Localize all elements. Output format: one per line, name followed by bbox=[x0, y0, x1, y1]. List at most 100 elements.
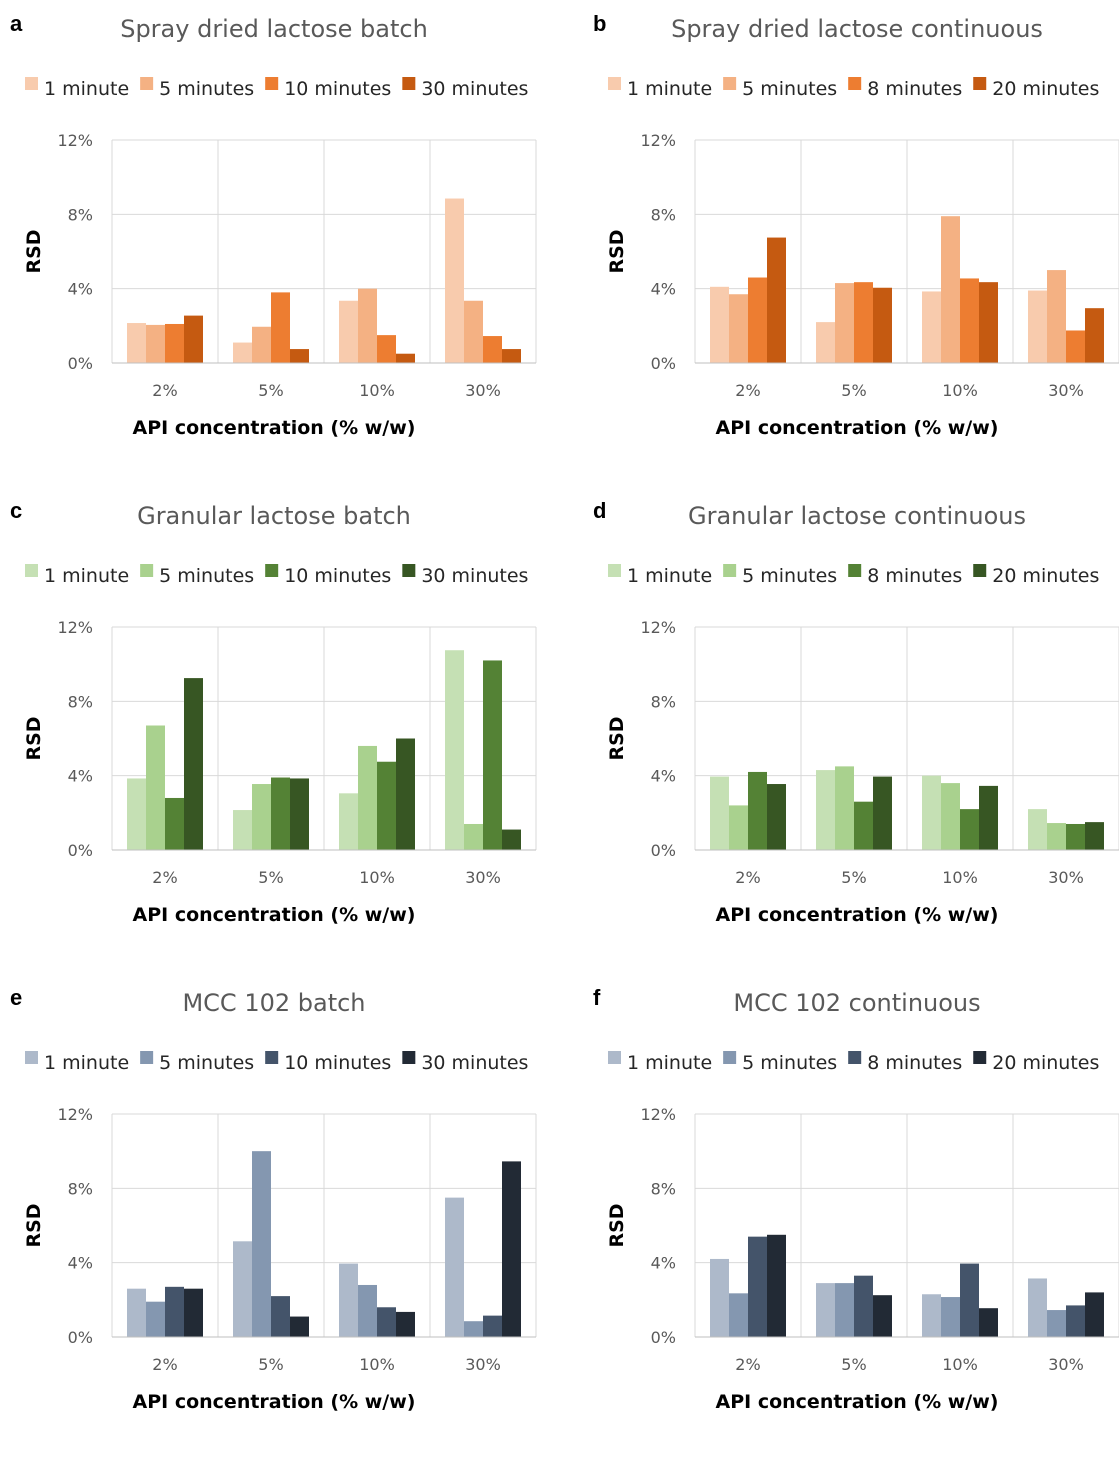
bar bbox=[290, 1316, 309, 1337]
y-tick-label: 4% bbox=[651, 1254, 676, 1273]
bar bbox=[271, 1296, 290, 1337]
x-tick-label: 10% bbox=[359, 868, 395, 887]
chart-title: Granular lactose continuous bbox=[688, 502, 1026, 530]
bar bbox=[127, 1288, 146, 1337]
bar bbox=[835, 1283, 854, 1337]
panel-letter: c bbox=[10, 498, 22, 523]
bar bbox=[729, 805, 748, 850]
legend: 1 minute 5 minutes 8 minutes 20 minutes bbox=[608, 77, 1099, 100]
bar bbox=[941, 216, 960, 363]
x-tick-label: 10% bbox=[942, 381, 978, 400]
bar bbox=[767, 1234, 786, 1337]
bar bbox=[252, 784, 271, 850]
bar bbox=[922, 1294, 941, 1337]
bar bbox=[502, 829, 521, 850]
legend-swatch bbox=[723, 564, 737, 577]
y-tick-label: 0% bbox=[68, 354, 93, 373]
x-tick-label: 5% bbox=[258, 1355, 283, 1374]
legend-label: 8 minutes bbox=[867, 565, 962, 587]
bar bbox=[252, 1151, 271, 1337]
bar bbox=[835, 766, 854, 850]
bars bbox=[710, 216, 1104, 363]
legend-swatch bbox=[848, 1051, 862, 1064]
bar bbox=[358, 288, 377, 363]
bar bbox=[960, 809, 979, 850]
legend: 1 minute 5 minutes 10 minutes 30 minutes bbox=[25, 77, 528, 100]
bar bbox=[729, 1293, 748, 1337]
legend-swatch bbox=[723, 77, 737, 90]
legend-swatch bbox=[608, 1051, 621, 1064]
x-tick-label: 2% bbox=[152, 381, 177, 400]
x-tick-label: 30% bbox=[465, 381, 501, 400]
bar bbox=[748, 277, 767, 363]
bar bbox=[816, 322, 835, 363]
chart-title: Spray dried lactose batch bbox=[120, 15, 428, 43]
bar bbox=[922, 775, 941, 850]
bar bbox=[1066, 1305, 1085, 1337]
bar bbox=[271, 292, 290, 363]
bar bbox=[290, 349, 309, 363]
bar bbox=[748, 771, 767, 850]
bar bbox=[127, 778, 146, 850]
chart-svg: a Spray dried lactose batch 1 minute 5 minu… bbox=[10, 11, 537, 439]
bar bbox=[710, 286, 729, 363]
bar bbox=[483, 660, 502, 850]
y-axis-title: RSD bbox=[606, 716, 628, 760]
x-axis-title: API concentration (% w/w) bbox=[133, 904, 416, 926]
bar bbox=[1047, 823, 1066, 850]
bar bbox=[767, 784, 786, 850]
bar bbox=[941, 1297, 960, 1337]
chart-title: Granular lactose batch bbox=[137, 502, 411, 530]
x-axis-title: API concentration (% w/w) bbox=[716, 1391, 999, 1413]
chart-svg: b Spray dried lactose continuous 1 minute 5… bbox=[593, 11, 1119, 439]
legend-swatch bbox=[848, 564, 862, 577]
y-axis-title: RSD bbox=[23, 716, 45, 760]
legend-label: 5 minutes bbox=[159, 1052, 254, 1074]
bar bbox=[1047, 1310, 1066, 1337]
bar bbox=[464, 300, 483, 363]
bar bbox=[165, 1286, 184, 1337]
bar bbox=[979, 1308, 998, 1337]
y-tick-label: 4% bbox=[68, 280, 93, 299]
legend-swatch bbox=[140, 564, 154, 577]
chart-panel-b: b Spray dried lactose continuous 1 minute 5… bbox=[583, 0, 1119, 487]
y-tick-label: 4% bbox=[651, 280, 676, 299]
y-tick-label: 8% bbox=[651, 692, 676, 711]
y-tick-label: 4% bbox=[651, 767, 676, 786]
chart-panel-c: c Granular lactose batch 1 minute 5 minutes… bbox=[0, 487, 560, 974]
x-tick-label: 30% bbox=[1048, 381, 1084, 400]
legend-label: 8 minutes bbox=[867, 78, 962, 100]
x-tick-label: 30% bbox=[1048, 1355, 1084, 1374]
bar bbox=[290, 778, 309, 850]
legend-label: 8 minutes bbox=[867, 1052, 962, 1074]
legend-label: 5 minutes bbox=[159, 78, 254, 100]
x-tick-label: 5% bbox=[258, 868, 283, 887]
x-tick-label: 2% bbox=[735, 381, 760, 400]
bar bbox=[271, 777, 290, 850]
bar bbox=[979, 282, 998, 363]
bar bbox=[1028, 290, 1047, 363]
bar bbox=[1028, 809, 1047, 850]
bar bbox=[339, 1263, 358, 1337]
x-tick-label: 2% bbox=[152, 868, 177, 887]
y-tick-label: 8% bbox=[68, 1179, 93, 1198]
bar bbox=[502, 1161, 521, 1337]
bar bbox=[165, 323, 184, 363]
bar bbox=[854, 1275, 873, 1337]
bar bbox=[960, 1263, 979, 1337]
legend-label: 20 minutes bbox=[992, 565, 1099, 587]
legend-label: 1 minute bbox=[44, 565, 129, 587]
y-tick-label: 8% bbox=[651, 1179, 676, 1198]
bar bbox=[1066, 330, 1085, 363]
bar bbox=[358, 745, 377, 850]
legend-swatch bbox=[608, 564, 621, 577]
x-axis-title: API concentration (% w/w) bbox=[133, 1391, 416, 1413]
x-tick-label: 5% bbox=[841, 381, 866, 400]
bar bbox=[377, 761, 396, 850]
y-tick-label: 12% bbox=[57, 131, 93, 150]
bar bbox=[1085, 1292, 1104, 1337]
legend-swatch bbox=[848, 77, 862, 90]
x-tick-label: 5% bbox=[841, 868, 866, 887]
legend-label: 10 minutes bbox=[284, 565, 391, 587]
chart-svg: e MCC 102 batch 1 minute 5 minutes 10 minute… bbox=[10, 985, 537, 1413]
